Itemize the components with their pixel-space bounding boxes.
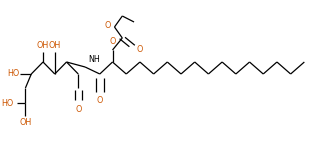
Text: OH: OH	[49, 41, 61, 50]
Text: O: O	[75, 105, 82, 114]
Text: HO: HO	[1, 99, 14, 107]
Text: NH: NH	[88, 55, 100, 65]
Text: OH: OH	[19, 118, 32, 127]
Text: OH: OH	[37, 41, 49, 50]
Text: O: O	[137, 45, 143, 53]
Text: O: O	[104, 20, 111, 29]
Text: O: O	[109, 37, 116, 46]
Text: HO: HO	[7, 69, 20, 79]
Text: O: O	[97, 96, 103, 105]
